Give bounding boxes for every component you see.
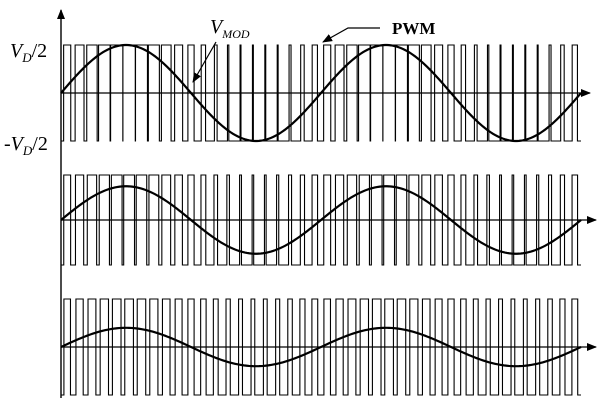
pwm-pointer: [322, 27, 380, 43]
positive-level-label: VD/2: [10, 40, 47, 65]
pwm-pulse-train: [61, 174, 581, 266]
modulating-sine: [60, 326, 582, 368]
pwm-label: PWM: [392, 19, 435, 38]
modulating-sine: [60, 185, 582, 255]
top-waveform-panel: [60, 43, 591, 143]
pwm-pulse-train: [61, 44, 581, 142]
modulating-signal-label: VMOD: [210, 16, 250, 41]
pwm-pulse-train: [61, 298, 581, 396]
modulating-signal-pointer: [192, 41, 217, 83]
modulating-sine: [60, 43, 582, 143]
negative-level-label: -VD/2: [4, 133, 48, 158]
middle-waveform-panel: [60, 174, 597, 266]
bottom-waveform-panel: [60, 298, 597, 396]
